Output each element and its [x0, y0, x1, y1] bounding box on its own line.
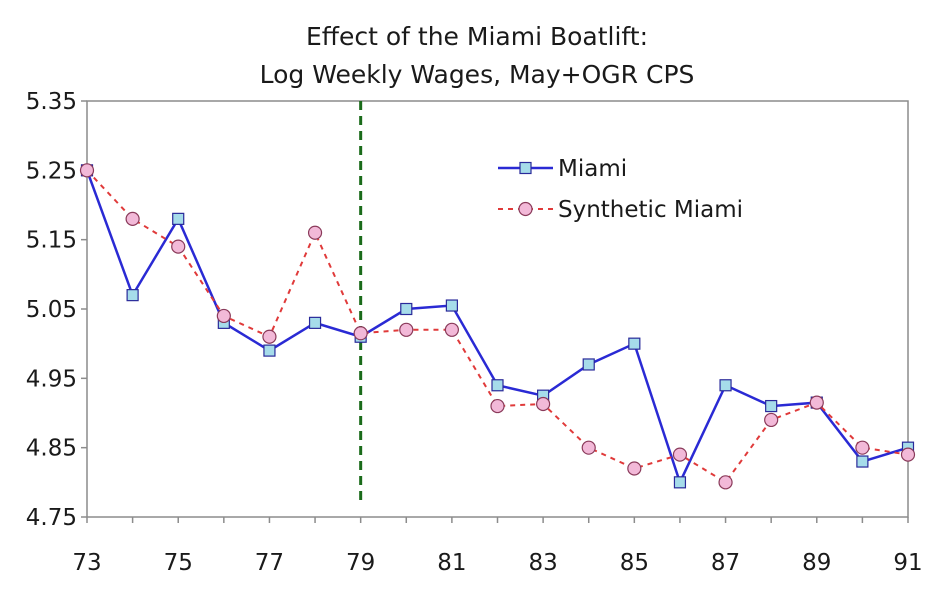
synthetic-miami-point — [216, 308, 231, 324]
miami-point — [400, 302, 413, 316]
synthetic-miami-point — [855, 440, 870, 455]
x-tick-label: 75 — [164, 550, 193, 576]
miami-point — [126, 289, 139, 302]
miami-series — [80, 164, 915, 489]
legend-swatch-marker — [519, 161, 532, 175]
y-tick-label: 5.25 — [26, 158, 77, 184]
axes: 5.35 5.25 5.15 5.05 4.95 4.85 4.75 73 75 77 79 81 83… — [26, 89, 923, 576]
miami-point — [445, 299, 458, 312]
miami-point — [172, 212, 185, 225]
synthetic-miami-point — [307, 225, 323, 240]
y-tick-label: 4.85 — [26, 436, 77, 462]
x-tick-label: 79 — [346, 550, 375, 576]
synthetic-miami-point — [672, 447, 688, 462]
synthetic-miami-point — [900, 447, 916, 462]
miami-point — [628, 337, 641, 350]
series-group — [79, 163, 916, 490]
synthetic-miami-point — [444, 322, 459, 337]
x-tick-label: 83 — [528, 550, 557, 576]
synthetic-miami-point — [581, 440, 596, 455]
legend-item-miami: Miami — [498, 156, 627, 182]
x-tick-label: 87 — [711, 550, 740, 576]
x-tick-label: 73 — [72, 550, 101, 576]
legend-label: Synthetic Miami — [558, 197, 743, 223]
synthetic-miami-point — [171, 239, 186, 254]
legend-swatch-marker — [518, 201, 533, 217]
chart-title-line-1: Effect of the Miami Boatlift: — [306, 22, 648, 51]
chart-title-line-2: Log Weekly Wages, May+OGR CPS — [260, 60, 695, 89]
miami-point — [582, 358, 595, 371]
synthetic-miami-point — [490, 398, 505, 414]
y-tick-label: 5.15 — [26, 228, 77, 254]
x-tick-label: 81 — [437, 550, 466, 576]
miami-point — [308, 316, 322, 329]
legend-label: Miami — [558, 156, 627, 182]
synthetic-miami-line — [86, 169, 909, 484]
legend: Miami Synthetic Miami — [498, 156, 743, 223]
synthetic-miami-point — [125, 211, 140, 226]
y-tick-label: 5.35 — [26, 89, 77, 115]
x-tick-label: 85 — [620, 550, 649, 576]
miami-point — [765, 399, 778, 413]
y-tick-label: 4.75 — [26, 505, 77, 531]
synthetic-miami-point — [399, 322, 414, 337]
synthetic-miami-point — [262, 329, 277, 344]
synthetic-miami-point — [536, 396, 551, 412]
y-tick-label: 4.95 — [26, 366, 77, 392]
synthetic-miami-point — [718, 475, 733, 490]
synthetic-miami-series — [79, 163, 916, 490]
plot-frame — [86, 100, 909, 518]
synthetic-miami-point — [79, 163, 95, 178]
miami-line — [85, 169, 909, 486]
miami-point — [719, 379, 732, 392]
miami-point — [491, 379, 504, 392]
synthetic-miami-point — [627, 461, 642, 476]
miami-point — [856, 455, 869, 468]
miami-point — [673, 476, 687, 489]
legend-item-synthetic-miami: Synthetic Miami — [498, 197, 743, 223]
miami-point — [263, 344, 276, 357]
x-tick-label: 89 — [802, 550, 831, 576]
synthetic-miami-point — [764, 412, 779, 428]
synthetic-miami-point — [353, 326, 368, 341]
x-tick-label: 77 — [255, 550, 284, 576]
y-tick-label: 5.05 — [26, 297, 77, 323]
x-tick-label: 91 — [893, 550, 922, 576]
synthetic-miami-point — [809, 395, 824, 410]
